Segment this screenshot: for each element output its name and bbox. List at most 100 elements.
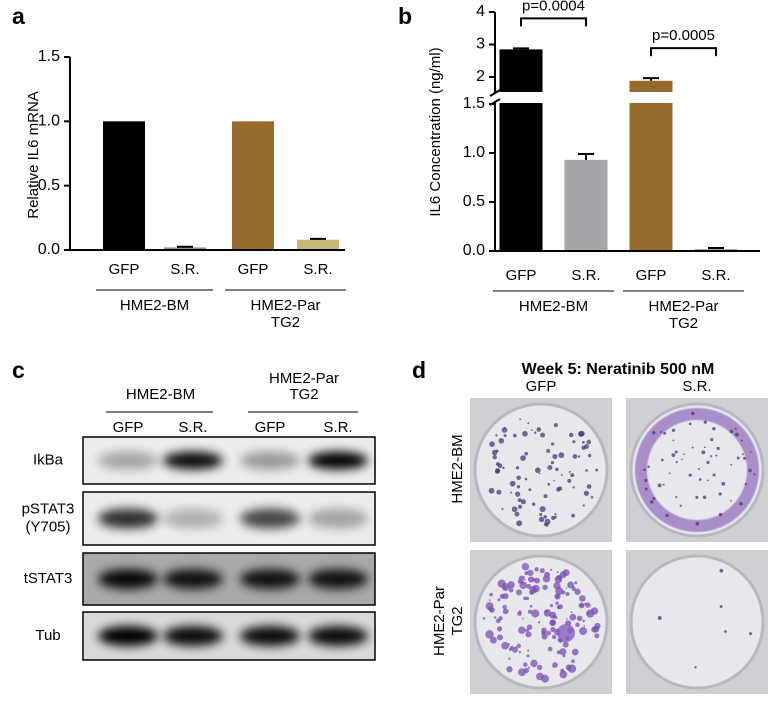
error-bar-line	[643, 77, 659, 81]
colony	[662, 483, 665, 486]
panel-letter: c	[12, 357, 25, 383]
colony	[485, 602, 494, 611]
panel-letter: b	[398, 3, 412, 29]
colony	[551, 634, 557, 640]
break-mark	[489, 89, 501, 106]
colony	[710, 455, 713, 458]
protein-band	[98, 626, 158, 646]
colony	[501, 641, 510, 650]
protein-band	[308, 569, 368, 589]
colony	[485, 630, 494, 639]
colony	[577, 455, 581, 458]
colony	[540, 432, 546, 438]
colony	[574, 588, 581, 595]
colony	[585, 469, 588, 472]
axis-break	[485, 92, 760, 103]
y-axis-label: Relative IL6 mRNA	[25, 91, 42, 219]
colony	[515, 646, 517, 649]
x-tick-label: S.R.	[571, 267, 600, 284]
colony	[523, 578, 526, 581]
colony	[530, 659, 538, 668]
colony	[532, 584, 540, 593]
colony	[520, 455, 526, 461]
y-tick-label: 1.5	[38, 48, 60, 65]
colony	[525, 628, 529, 633]
colony	[496, 634, 503, 641]
colony	[495, 434, 498, 437]
colony	[510, 645, 514, 650]
colony	[595, 468, 599, 472]
colony	[542, 575, 551, 583]
colony	[748, 468, 752, 473]
colony	[529, 604, 533, 608]
colony	[522, 617, 524, 620]
colony	[535, 467, 541, 474]
colony	[538, 516, 545, 523]
colony	[496, 626, 503, 632]
colony	[488, 487, 495, 494]
colony	[697, 468, 700, 470]
significance-bracket	[520, 17, 587, 27]
colony	[553, 479, 555, 482]
colony	[549, 619, 556, 627]
group-label: HME2-BM	[120, 297, 189, 314]
colony	[652, 431, 656, 435]
colony	[586, 439, 592, 445]
colony	[511, 646, 519, 653]
colony	[590, 495, 594, 499]
colony	[741, 453, 744, 456]
error-bar	[310, 237, 326, 240]
row-label: HME2-BM	[449, 434, 466, 503]
y-tick-label: 1.0	[38, 113, 60, 130]
colony	[552, 615, 556, 619]
y-tick-label: 0.0	[463, 242, 485, 259]
colony	[515, 466, 520, 470]
colony	[586, 484, 592, 489]
colony	[523, 596, 527, 600]
row-label: pSTAT3	[22, 500, 75, 517]
colony	[594, 622, 601, 630]
colony	[492, 455, 497, 460]
colony	[553, 515, 557, 519]
colony	[489, 592, 493, 597]
colony	[719, 604, 723, 608]
colony	[703, 446, 706, 449]
colony	[652, 496, 656, 501]
row-label: tSTAT3	[24, 570, 73, 587]
colony	[558, 486, 563, 491]
colony	[571, 648, 579, 656]
colony	[507, 581, 515, 589]
colony	[525, 631, 532, 638]
colony	[539, 506, 546, 513]
colony	[547, 646, 553, 652]
colony	[543, 515, 547, 519]
colony	[572, 440, 576, 444]
dish	[629, 402, 765, 538]
colony	[710, 438, 714, 442]
colony	[526, 624, 533, 630]
colony	[512, 433, 517, 438]
colony	[550, 568, 553, 571]
error-bar	[578, 152, 594, 160]
colony	[527, 609, 533, 614]
protein-band	[240, 626, 300, 646]
colony	[715, 454, 718, 457]
colony	[706, 460, 710, 465]
colony	[559, 648, 567, 656]
colony	[583, 625, 586, 627]
colony	[594, 633, 600, 639]
colony	[525, 596, 530, 601]
colony	[570, 473, 575, 478]
y-tick-label: 2	[476, 68, 485, 85]
colony	[572, 486, 575, 489]
colony	[668, 472, 671, 475]
plate-photo	[626, 550, 768, 694]
colony	[514, 511, 520, 517]
colony	[527, 649, 530, 652]
colony	[502, 604, 507, 610]
protein-band	[163, 451, 223, 470]
colony	[749, 632, 753, 636]
colony	[650, 500, 654, 504]
colony	[497, 598, 501, 602]
protein-band	[308, 451, 368, 470]
